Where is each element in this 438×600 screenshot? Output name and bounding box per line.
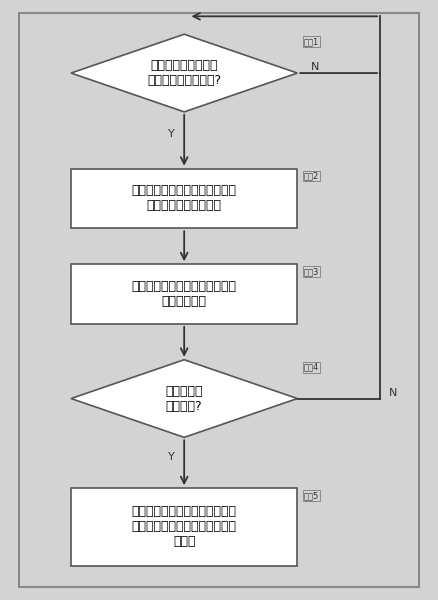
Polygon shape [71,360,297,437]
Text: 步骤4: 步骤4 [304,363,319,372]
Text: 步骤5: 步骤5 [304,491,319,500]
FancyBboxPatch shape [71,264,297,324]
Text: 循环检测调度端在线
控制策略是否已生成?: 循环检测调度端在线 控制策略是否已生成? [147,59,221,87]
Text: N: N [389,388,397,398]
FancyBboxPatch shape [71,169,297,229]
Text: 是否能保证
安全稳定?: 是否能保证 安全稳定? [166,385,203,413]
Text: Y: Y [168,452,174,462]
Text: 融合安控系统实测数据进行电力
系统运行断面数据整合: 融合安控系统实测数据进行电力 系统运行断面数据整合 [132,184,237,212]
FancyBboxPatch shape [71,488,297,566]
Text: 步骤1: 步骤1 [304,37,319,46]
Polygon shape [71,34,297,112]
Text: 步骤2: 步骤2 [304,172,319,181]
Text: N: N [311,62,319,72]
Text: 将与预想故障相关的在线控制策
略、暂稳量化信息等下发到安控
装置中: 将与预想故障相关的在线控制策 略、暂稳量化信息等下发到安控 装置中 [132,505,237,548]
Text: 基于该断面数据进行在线控制策
略的暂稳校核: 基于该断面数据进行在线控制策 略的暂稳校核 [132,280,237,308]
Text: 步骤3: 步骤3 [304,267,319,276]
Text: Y: Y [168,129,174,139]
